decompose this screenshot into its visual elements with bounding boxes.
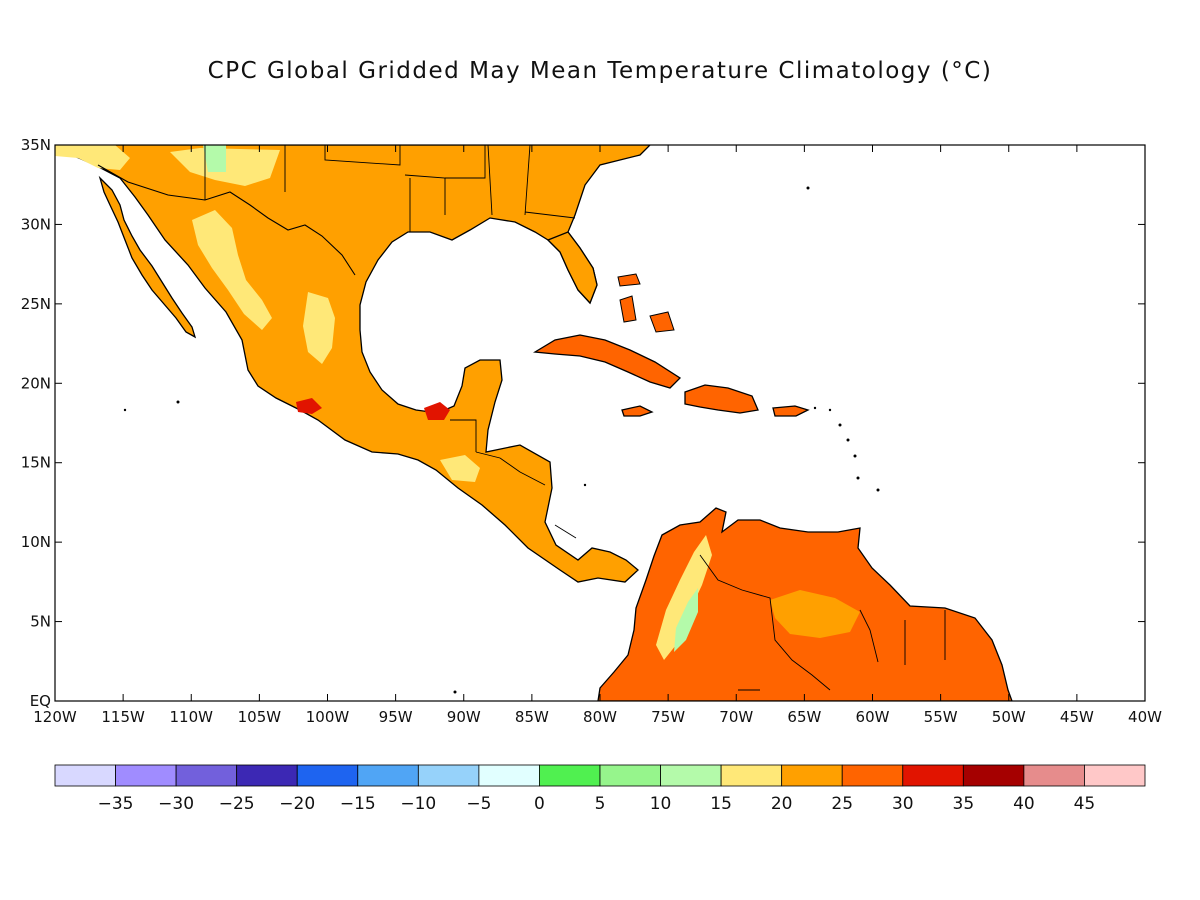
colorbar-swatch — [296, 764, 359, 787]
colorbar-label: −35 — [98, 794, 134, 814]
colorbar-label: −25 — [219, 794, 255, 814]
lon-tick-label: 40W — [1128, 708, 1162, 726]
colorbar-swatch — [539, 764, 601, 787]
lon-tick-label: 50W — [992, 708, 1026, 726]
colorbar-label: 25 — [831, 794, 853, 814]
colorbar-swatch — [660, 764, 722, 787]
land-jamaica — [621, 405, 654, 417]
colorbar-swatch — [1023, 764, 1085, 787]
latitude-axis: 35N 30N 25N 20N 15N 10N 5N EQ — [21, 136, 1145, 710]
lat-tick-label: 20N — [21, 374, 51, 392]
lon-tick-label: 80W — [583, 708, 617, 726]
zone-30-35-yucatan — [424, 402, 450, 420]
colorbar-label: −15 — [340, 794, 376, 814]
colorbar-label: 40 — [1013, 794, 1035, 814]
zone-20-25-central-america — [440, 455, 480, 482]
map-area — [55, 145, 1013, 701]
lon-tick-label: 115W — [101, 708, 145, 726]
lat-tick-label: 25N — [21, 295, 51, 313]
colorbar-swatch — [902, 764, 964, 787]
zone-20-25-mexico-plateau — [303, 292, 335, 364]
land-bahamas — [617, 273, 675, 333]
land-florida — [546, 231, 598, 305]
colorbar-label: 20 — [771, 794, 793, 814]
colorbar-label: 10 — [650, 794, 672, 814]
lat-tick-label: 10N — [21, 533, 51, 551]
zone-15-20-rockies — [203, 145, 226, 172]
land-north-america — [55, 145, 651, 583]
zone-20-25-guiana-highlands — [770, 590, 860, 638]
colorbar-label: 15 — [710, 794, 732, 814]
colorbar-swatch — [54, 764, 116, 787]
lon-tick-label: 65W — [787, 708, 821, 726]
lon-tick-label: 100W — [306, 708, 350, 726]
land-cuba — [532, 334, 682, 389]
lon-tick-label: 45W — [1060, 708, 1094, 726]
zone-20-25-andes — [656, 535, 712, 660]
colorbar-label: −5 — [466, 794, 491, 814]
colorbar-swatch — [962, 764, 1025, 787]
colorbar-swatch — [417, 764, 480, 787]
lon-tick-label: 55W — [924, 708, 958, 726]
colorbar: −35 −30 −25 −20 −15 −10 −5 0 5 10 15 20 25 30 35 40 45 — [54, 764, 1146, 814]
lat-tick-label: 15N — [21, 454, 51, 472]
colorbar-swatch — [115, 764, 177, 787]
colorbar-label: 0 — [534, 794, 545, 814]
border-us-mexico — [97, 164, 356, 276]
land-puerto-rico — [772, 405, 810, 417]
small-islands — [123, 186, 880, 694]
colorbar-label: −20 — [279, 794, 315, 814]
colorbar-swatch — [720, 764, 783, 787]
colorbar-swatch — [599, 764, 661, 787]
zone-30-35-balsas — [296, 398, 322, 414]
colorbar-label: −30 — [158, 794, 194, 814]
colorbar-swatch — [781, 764, 843, 787]
zone-20-25-southwest — [55, 145, 130, 170]
borders-us-states — [204, 145, 576, 232]
zone-20-25-sierra-madre — [192, 210, 272, 330]
lat-tick-label: 30N — [21, 215, 51, 233]
land-baja-california — [98, 175, 197, 339]
borders-south-america — [699, 554, 946, 691]
colorbar-label: 5 — [595, 794, 606, 814]
lon-tick-label: 120W — [33, 708, 77, 726]
colorbar-label: −10 — [400, 794, 436, 814]
colorbar-swatch — [478, 764, 540, 787]
colorbar-swatch — [357, 764, 419, 787]
colorbar-label: 35 — [953, 794, 975, 814]
zone-15-20-andes — [674, 588, 698, 652]
colorbar-swatch — [1084, 764, 1146, 787]
lat-tick-label: EQ — [30, 692, 51, 710]
lon-tick-label: 95W — [379, 708, 413, 726]
lat-tick-label: 35N — [21, 136, 51, 154]
colorbar-label: 30 — [892, 794, 914, 814]
colorbar-swatch — [175, 764, 238, 787]
borders-central-america — [450, 419, 577, 539]
colorbar-swatch — [236, 764, 298, 787]
lon-tick-label: 105W — [238, 708, 282, 726]
lon-tick-label: 60W — [856, 708, 890, 726]
lon-tick-label: 110W — [170, 708, 214, 726]
longitude-axis: 120W 115W 110W 105W 100W 95W 90W 85W 80W 75W 70W 65… — [33, 145, 1162, 726]
lat-tick-label: 5N — [30, 613, 51, 631]
colorbar-swatch — [841, 764, 904, 787]
lon-tick-label: 85W — [515, 708, 549, 726]
lon-tick-label: 90W — [447, 708, 481, 726]
land-hispaniola — [684, 384, 759, 414]
lon-tick-label: 70W — [719, 708, 753, 726]
map-title: CPC Global Gridded May Mean Temperature … — [207, 58, 993, 84]
colorbar-label: 45 — [1074, 794, 1096, 814]
lon-tick-label: 75W — [651, 708, 685, 726]
